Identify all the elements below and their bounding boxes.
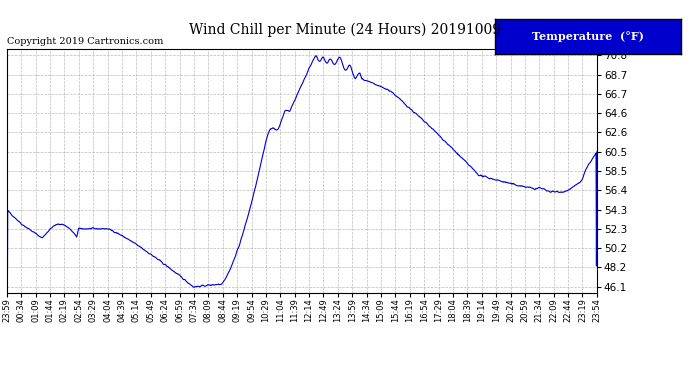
Text: Wind Chill per Minute (24 Hours) 20191009: Wind Chill per Minute (24 Hours) 2019100… <box>189 22 501 37</box>
Text: Copyright 2019 Cartronics.com: Copyright 2019 Cartronics.com <box>7 38 164 46</box>
Text: Temperature  (°F): Temperature (°F) <box>532 31 644 42</box>
